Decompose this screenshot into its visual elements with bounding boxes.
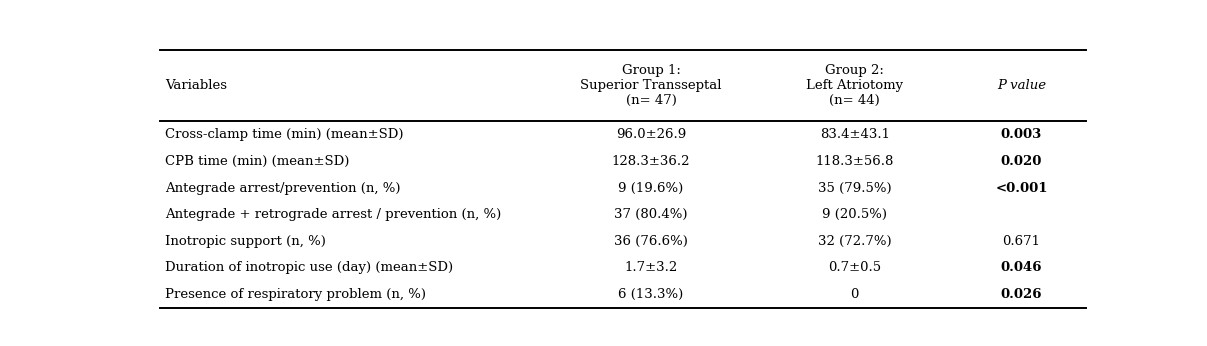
Text: 9 (19.6%): 9 (19.6%) — [618, 182, 683, 194]
Text: P value: P value — [997, 79, 1046, 92]
Text: 118.3±56.8: 118.3±56.8 — [816, 155, 894, 168]
Text: 1.7±3.2: 1.7±3.2 — [624, 262, 677, 274]
Text: 9 (20.5%): 9 (20.5%) — [822, 208, 887, 221]
Text: 96.0±26.9: 96.0±26.9 — [616, 128, 686, 141]
Text: Presence of respiratory problem (n, %): Presence of respiratory problem (n, %) — [165, 288, 426, 301]
Text: 6 (13.3%): 6 (13.3%) — [618, 288, 683, 301]
Text: 83.4±43.1: 83.4±43.1 — [820, 128, 890, 141]
Text: Antegrade + retrograde arrest / prevention (n, %): Antegrade + retrograde arrest / preventi… — [165, 208, 501, 221]
Text: 0.026: 0.026 — [1001, 288, 1042, 301]
Text: Cross-clamp time (min) (mean±SD): Cross-clamp time (min) (mean±SD) — [165, 128, 403, 141]
Text: Antegrade arrest/prevention (n, %): Antegrade arrest/prevention (n, %) — [165, 182, 401, 194]
Text: 32 (72.7%): 32 (72.7%) — [818, 235, 892, 248]
Text: <0.001: <0.001 — [996, 182, 1048, 194]
Text: 0.003: 0.003 — [1001, 128, 1042, 141]
Text: 0: 0 — [851, 288, 859, 301]
Text: Duration of inotropic use (day) (mean±SD): Duration of inotropic use (day) (mean±SD… — [165, 262, 453, 274]
Text: Variables: Variables — [165, 79, 227, 92]
Text: Group 1:
Superior Transseptal
(n= 47): Group 1: Superior Transseptal (n= 47) — [581, 64, 722, 107]
Text: Group 2:
Left Atriotomy
(n= 44): Group 2: Left Atriotomy (n= 44) — [806, 64, 903, 107]
Text: 0.046: 0.046 — [1001, 262, 1042, 274]
Text: 37 (80.4%): 37 (80.4%) — [614, 208, 688, 221]
Text: Inotropic support (n, %): Inotropic support (n, %) — [165, 235, 326, 248]
Text: 0.671: 0.671 — [1003, 235, 1040, 248]
Text: 128.3±36.2: 128.3±36.2 — [612, 155, 690, 168]
Text: 0.7±0.5: 0.7±0.5 — [828, 262, 881, 274]
Text: 36 (76.6%): 36 (76.6%) — [614, 235, 688, 248]
Text: CPB time (min) (mean±SD): CPB time (min) (mean±SD) — [165, 155, 349, 168]
Text: 35 (79.5%): 35 (79.5%) — [818, 182, 892, 194]
Text: 0.020: 0.020 — [1001, 155, 1042, 168]
